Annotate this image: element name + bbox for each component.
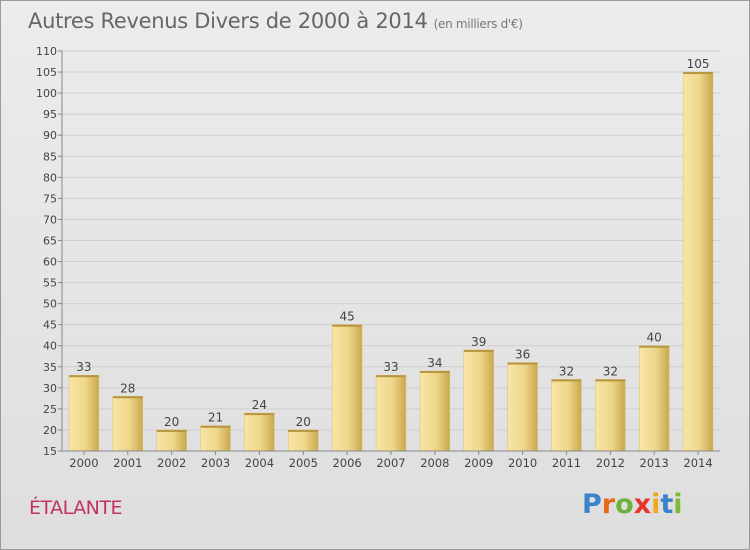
bar [244,412,275,452]
x-tick-label: 2000 [69,456,98,470]
y-tick-label: 45 [43,319,57,332]
x-tick-label: 2005 [289,456,318,470]
data-label: 36 [515,348,530,362]
bar-top-edge [156,429,187,432]
data-label: 32 [603,364,618,378]
bar-top-edge [639,345,670,348]
data-label: 34 [427,356,442,370]
y-tick-label: 105 [36,66,57,79]
logo-letter: P [582,489,602,520]
x-tick-label: 2004 [245,456,274,470]
logo-letter: x [633,489,652,520]
logo-letter: i [651,489,661,520]
y-tick-label: 20 [43,424,57,437]
x-tick-label: 2003 [201,456,230,470]
y-tick-label: 95 [43,108,57,121]
bar [156,429,187,452]
data-label: 32 [559,364,574,378]
bar [200,425,231,452]
logo-letter: i [673,489,683,520]
data-label: 33 [383,360,398,374]
logo-letter: r [601,489,616,520]
bar-top-edge [595,379,626,382]
bar [375,374,407,452]
data-label: 20 [164,415,179,429]
bar-top-edge [376,375,406,378]
bar [112,396,143,452]
commune-name: ÉTALANTE [29,497,122,519]
bar-top-edge [419,371,450,373]
bar [639,345,670,452]
logo-letter: o [615,489,634,520]
bar [507,362,538,452]
y-tick-label: 25 [43,403,57,416]
y-tick-label: 55 [43,277,57,290]
y-tick-label: 60 [43,256,57,269]
x-tick-label: 2011 [552,456,581,470]
x-tick-label: 2001 [113,456,142,470]
bar-top-edge [551,379,582,382]
data-label: 105 [687,57,710,71]
y-tick-label: 35 [43,361,57,374]
y-tick-label: 30 [43,382,57,395]
y-tick-label: 90 [43,129,57,142]
data-label: 39 [471,335,486,349]
bar-top-edge [683,72,713,75]
y-tick-label: 15 [43,445,57,458]
x-tick-label: 2007 [376,456,405,470]
bar-top-edge [463,349,494,352]
y-tick-label: 65 [43,234,57,247]
data-label: 28 [120,381,135,395]
proxiti-logo[interactable]: Proxiti [582,489,683,520]
data-label: 20 [296,415,311,429]
logo-letter: t [660,489,674,520]
data-labels: 33 28 20 21 24 20 45 33 34 39 36 32 32 40 105 [76,57,709,429]
x-tick-label: 2008 [420,456,449,470]
x-tick-label: 2012 [596,456,625,470]
x-tick-label: 2006 [332,456,361,470]
axes: 15 20 25 30 35 40 45 50 55 60 65 70 75 80 85 90 95 100 105… [36,45,720,470]
chart-title: Autres Revenus Divers de 2000 à 2014 (en … [28,9,523,33]
bar [463,349,494,452]
bar [419,370,451,452]
data-label: 45 [339,310,354,324]
bar-top-edge [507,362,538,365]
y-tick-label: 80 [43,171,57,184]
data-label: 24 [252,398,267,412]
y-tick-label: 50 [43,298,57,311]
y-tick-label: 100 [36,87,57,100]
bar [595,379,626,452]
bar-top-edge [69,375,99,378]
x-tick-label: 2010 [508,456,537,470]
x-tick-label: 2014 [683,456,712,470]
bar-top-edge [200,425,231,428]
bar [551,379,582,452]
bar-top-edge [332,324,363,327]
y-tick-label: 40 [43,340,57,353]
data-label: 21 [208,411,223,425]
data-label: 33 [76,360,91,374]
bar [68,374,100,452]
chart-subtitle: (en milliers d'€) [433,17,523,31]
y-tick-label: 70 [43,213,57,226]
x-tick-label: 2013 [640,456,669,470]
bar [288,429,319,452]
bar-top-edge [288,429,319,432]
y-tick-label: 110 [36,45,57,58]
bar-top-edge [112,396,143,399]
bar [682,71,714,452]
y-tick-label: 85 [43,150,57,163]
y-tick-label: 75 [43,192,57,205]
bar-top-edge [244,413,275,416]
x-tick-label: 2009 [464,456,493,470]
x-tick-label: 2002 [157,456,186,470]
bar [331,324,363,452]
data-label: 40 [647,331,662,345]
chart-title-text: Autres Revenus Divers de 2000 à 2014 [28,9,428,33]
bars [68,71,714,452]
